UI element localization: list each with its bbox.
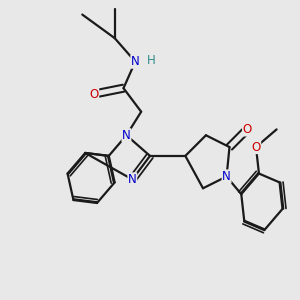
Text: O: O (242, 123, 252, 136)
Text: N: N (131, 55, 140, 68)
Text: H: H (147, 54, 156, 67)
Text: N: N (122, 129, 131, 142)
Text: N: N (128, 173, 137, 186)
Text: N: N (222, 170, 231, 183)
Text: O: O (89, 88, 99, 100)
Text: O: O (251, 141, 261, 154)
